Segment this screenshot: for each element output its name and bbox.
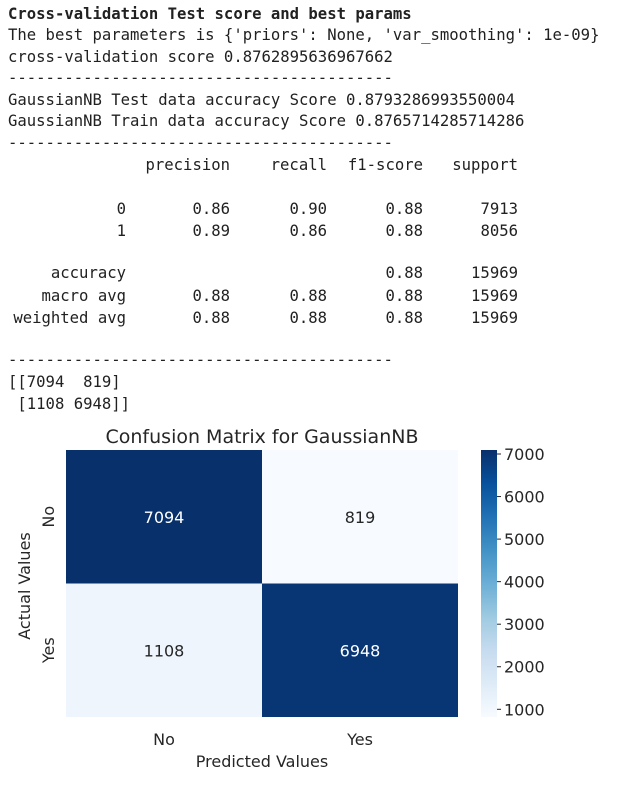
x-tick-label: Yes <box>346 730 373 749</box>
report-row-label: accuracy <box>50 264 126 282</box>
report-cell-recall: 0.88 <box>289 287 327 305</box>
heatmap-cell <box>66 583 262 717</box>
output-heading: Cross-validation Test score and best par… <box>8 5 412 23</box>
report-cell-precision: 0.88 <box>192 309 230 327</box>
divider: ----------------------------------------… <box>8 351 393 369</box>
report-cell-precision: 0.86 <box>192 200 230 218</box>
divider: ----------------------------------------… <box>8 134 393 152</box>
report-row-label: macro avg <box>41 287 127 305</box>
colorbar-tick-label: 6000 <box>504 488 545 507</box>
report-cell-f1: 0.88 <box>385 309 423 327</box>
heatmap-cell <box>262 583 458 717</box>
report-cell-recall: 0.86 <box>289 222 327 240</box>
report-cell-f1: 0.88 <box>385 264 423 282</box>
report-row-label: weighted avg <box>13 309 126 327</box>
colorbar-tick-label: 5000 <box>504 530 545 549</box>
report-cell-recall: 0.88 <box>289 309 327 327</box>
report-cell-support: 7913 <box>480 200 518 218</box>
chart-title: Confusion Matrix for GaussianNB <box>106 426 419 448</box>
report-header-support: support <box>452 156 518 174</box>
heatmap-cell-label: 6948 <box>340 641 381 660</box>
heatmap-cell <box>66 450 262 584</box>
y-tick-label: Yes <box>39 637 58 664</box>
colorbar-tick-label: 1000 <box>504 700 545 719</box>
report-header-f1: f1-score <box>347 156 423 174</box>
train-accuracy-line: GaussianNB Train data accuracy Score 0.8… <box>8 112 525 130</box>
report-cell-f1: 0.88 <box>385 200 423 218</box>
colorbar-tick-label: 4000 <box>504 573 545 592</box>
report-cell-f1: 0.88 <box>385 222 423 240</box>
colorbar <box>481 450 497 717</box>
report-cell-support: 15969 <box>471 287 518 305</box>
heatmap-cell <box>262 450 458 584</box>
report-cell-precision: 0.88 <box>192 287 230 305</box>
heatmap-cell-label: 7094 <box>144 508 185 527</box>
report-cell-recall: 0.90 <box>289 200 327 218</box>
heatmap-cell-label: 1108 <box>144 641 185 660</box>
cv-score-line: cross-validation score 0.876289563696766… <box>8 48 393 66</box>
report-cell-support: 15969 <box>471 309 518 327</box>
report-cell-precision: 0.89 <box>192 222 230 240</box>
report-row-label: 0 <box>116 200 126 218</box>
colorbar-tick-label: 3000 <box>504 615 545 634</box>
y-axis-label: Actual Values <box>15 532 34 639</box>
x-tick-label: No <box>153 730 175 749</box>
x-axis-label: Predicted Values <box>196 752 328 771</box>
report-cell-f1: 0.88 <box>385 287 423 305</box>
report-row-label: 1 <box>116 222 126 240</box>
report-header-recall: recall <box>270 156 327 174</box>
colorbar-tick-label: 7000 <box>504 445 545 464</box>
best-params-line: The best parameters is {'priors': None, … <box>8 26 600 44</box>
matrix-line: [1108 6948]] <box>8 395 131 413</box>
report-header-precision: precision <box>145 156 231 174</box>
report-cell-support: 15969 <box>471 264 518 282</box>
colorbar-tick-label: 2000 <box>504 658 545 677</box>
test-accuracy-line: GaussianNB Test data accuracy Score 0.87… <box>8 91 515 109</box>
matrix-line: [[7094 819] <box>8 373 121 391</box>
confusion-matrix-chart: Confusion Matrix for GaussianNB 7094 819 1… <box>15 426 545 771</box>
divider: ----------------------------------------… <box>8 69 393 87</box>
y-tick-label: No <box>39 506 58 528</box>
heatmap-cell-label: 819 <box>345 508 376 527</box>
report-cell-support: 8056 <box>480 222 518 240</box>
